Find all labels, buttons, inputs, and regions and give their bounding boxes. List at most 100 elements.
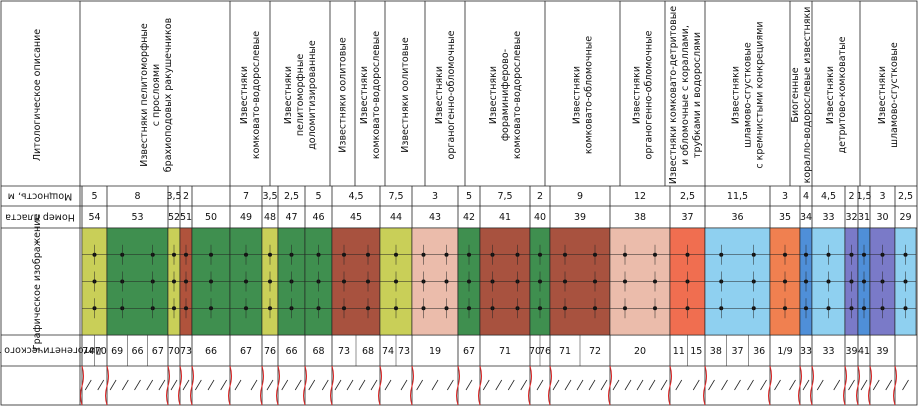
thickness: 4,5 xyxy=(348,191,363,202)
contact-line xyxy=(178,365,182,406)
header-graphic: Графическое изображение xyxy=(32,214,43,351)
symbol xyxy=(802,379,810,391)
layer-number: 30 xyxy=(876,212,888,223)
symbol xyxy=(675,379,683,391)
lithotype: 20 xyxy=(634,346,646,357)
layer-number: 40 xyxy=(534,212,546,223)
thickness: 5 xyxy=(466,191,472,202)
symbol xyxy=(833,379,841,391)
lithotype: 39 xyxy=(876,346,888,357)
contact-line xyxy=(80,365,84,406)
symbol xyxy=(507,379,515,391)
lithotype: 68 xyxy=(362,346,374,357)
symbol xyxy=(552,379,560,391)
symbol xyxy=(624,379,632,391)
contact-line xyxy=(810,365,814,406)
description-text: Известняки xyxy=(731,66,742,124)
description-text: шламово-сгустковые xyxy=(889,42,900,148)
thickness: 3 xyxy=(432,191,438,202)
symbol xyxy=(747,379,754,391)
description-text: детритово-комковатые xyxy=(837,36,848,153)
description-text: органогенно-обломочные xyxy=(644,30,655,159)
symbol xyxy=(692,379,700,391)
layer-number: 46 xyxy=(312,212,324,223)
symbol xyxy=(576,379,584,391)
layer-number: 47 xyxy=(285,212,297,223)
layer-number: 33 xyxy=(822,212,834,223)
description-text: Известняки xyxy=(572,66,583,124)
symbol xyxy=(636,379,644,391)
layer-number: 49 xyxy=(240,212,252,223)
symbol xyxy=(281,379,289,391)
layer-number: 35 xyxy=(779,212,791,223)
lithotype: 76 xyxy=(539,346,551,357)
contact-line xyxy=(303,365,307,406)
description-text: шламово-сгустковые xyxy=(743,42,754,148)
layer-number: 31 xyxy=(858,212,870,223)
description-text: органогенно-обломочные xyxy=(446,30,457,159)
thickness: 4 xyxy=(803,191,809,202)
thickness: 7,5 xyxy=(497,191,512,202)
contact-line xyxy=(478,365,482,406)
description-text: Известняки xyxy=(877,66,888,124)
symbol xyxy=(495,379,503,391)
lithotype: 11 xyxy=(673,346,685,357)
layer-number: 39 xyxy=(574,212,586,223)
symbol xyxy=(158,379,166,391)
lithotype: 70 xyxy=(168,346,180,357)
layer-number: 41 xyxy=(499,212,511,223)
description-text: Известняки xyxy=(825,66,836,124)
symbol xyxy=(760,379,767,391)
description-text: Известняки комковато-детритовые xyxy=(668,6,679,184)
lithotype: 33 xyxy=(800,346,812,357)
thickness: 2 xyxy=(183,191,189,202)
thickness: 3,5 xyxy=(262,191,277,202)
symbol xyxy=(564,379,572,391)
thickness: 3,5 xyxy=(166,191,181,202)
header-thickness: Мощность, м xyxy=(8,191,73,202)
symbol xyxy=(220,379,228,391)
lithotype: 15 xyxy=(690,346,702,357)
contact-line xyxy=(378,365,382,406)
symbol xyxy=(194,379,202,391)
description-text: Известняки пелитоморфные xyxy=(139,23,150,167)
symbol xyxy=(600,379,608,391)
contact-line xyxy=(166,365,170,406)
description-text: комковато-водорослевые xyxy=(251,31,262,159)
thickness: 5 xyxy=(91,191,97,202)
description-text: с прослоями xyxy=(151,64,162,126)
symbol xyxy=(902,379,909,391)
lithotype: 1/9 xyxy=(777,346,792,357)
lithotype: 67 xyxy=(152,346,164,357)
symbol xyxy=(358,379,366,391)
description-text: Биогенные xyxy=(790,67,801,122)
contact-line xyxy=(456,365,460,406)
symbol xyxy=(885,379,893,391)
lithotype: 74 xyxy=(82,346,94,357)
description-text: пелитоморфные xyxy=(295,54,306,136)
description-text: Известняки xyxy=(488,66,499,124)
description-text: Известняки xyxy=(239,66,250,124)
layer-number: 52 xyxy=(168,212,180,223)
symbol xyxy=(816,379,824,391)
lithotype: 33 xyxy=(822,346,834,357)
lithotype: 38 xyxy=(710,346,722,357)
contact-line xyxy=(410,365,414,406)
thickness: 5 xyxy=(315,191,321,202)
contact-line xyxy=(330,365,334,406)
lithotype: 74 xyxy=(382,346,394,357)
contact-line xyxy=(105,365,109,406)
symbol xyxy=(370,379,378,391)
symbol xyxy=(860,379,868,391)
thickness: 3 xyxy=(879,191,885,202)
layer-number: 32 xyxy=(845,212,857,223)
layer-number: 38 xyxy=(634,212,646,223)
symbol xyxy=(588,379,596,391)
thickness: 12 xyxy=(634,191,646,202)
contact-line xyxy=(668,365,672,406)
description-text: Известняки оолитовые xyxy=(338,37,349,153)
layer-number: 34 xyxy=(800,212,812,223)
thickness: 2,5 xyxy=(680,191,695,202)
layer-number: 37 xyxy=(681,212,693,223)
